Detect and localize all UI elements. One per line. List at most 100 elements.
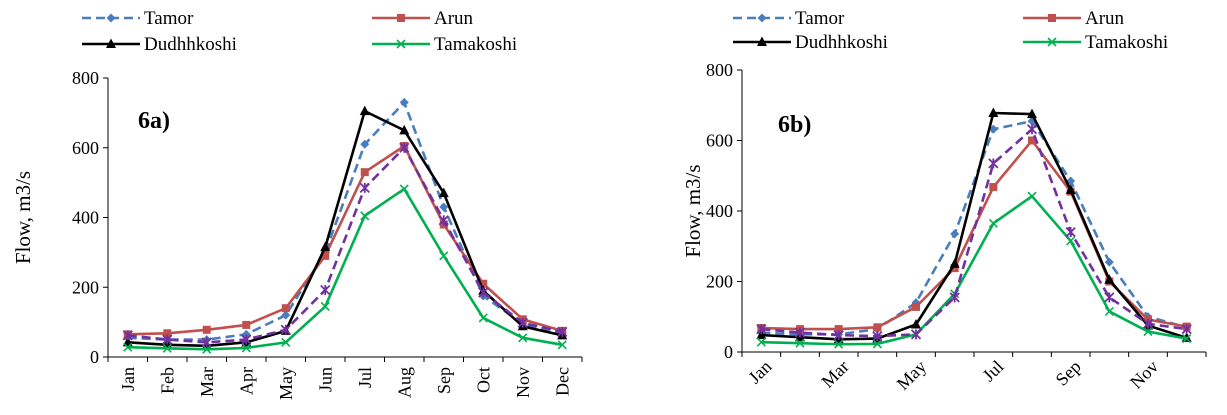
data-point [201,337,212,348]
legend: Tamor Arun Dudhhkoshi Tamakoshi [733,8,1168,53]
data-point [320,241,331,252]
legend-marker [757,13,767,23]
series-line [761,194,1187,346]
data-point [1142,318,1154,329]
data-point [320,301,330,311]
legend: Tamor Arun Dudhhkoshi Tamakoshi [82,8,517,55]
y-tick-label: 400 [706,201,733,221]
data-point [321,251,330,260]
data-point [399,142,410,153]
data-point [241,334,252,345]
x-tick-label: Nov [513,367,533,398]
legend-marker [757,36,767,46]
x-tick-label: Jan [744,356,775,387]
legend-marker [106,38,116,48]
x-tick-label: May [276,367,296,400]
data-point [359,105,370,116]
series-tamakoshi [756,191,1192,349]
series-dudhhkoshi [122,105,568,350]
data-point [756,329,767,340]
data-point [1104,306,1114,317]
legend-marker [106,13,116,23]
x-tick-label: Sep [1052,356,1085,389]
data-point [122,330,133,341]
data-point [162,334,173,345]
legend-item-dudhhkoshi: Dudhhkoshi [82,34,237,55]
series-line [127,144,563,336]
series-tamakoshi [123,184,567,354]
data-point [518,333,528,343]
data-point [1143,326,1153,337]
series-line [127,109,563,348]
panel-label: 6a) [138,108,170,134]
data-point [949,292,960,303]
x-tick-label: Jan [118,367,138,391]
data-point [1065,184,1076,194]
data-point [360,139,370,149]
data-point [950,264,959,273]
data-point [439,251,449,261]
data-point [517,317,528,328]
data-point [1066,236,1076,246]
data-point [241,343,251,353]
data-point [950,229,960,239]
data-point [202,344,212,354]
x-tick-label: Nov [1126,356,1162,392]
data-point [1026,124,1038,135]
data-point [399,184,409,194]
data-point [911,319,921,329]
data-point [912,302,920,311]
data-point [834,339,844,349]
x-tick-label: Jul [355,367,375,388]
series-line [761,127,1187,338]
legend-marker [1047,37,1057,47]
data-point [162,343,172,353]
data-point [281,310,291,320]
legend-item-tamakoshi: Tamakoshi [1023,32,1168,53]
data-point [1181,332,1192,342]
data-point [833,329,844,341]
data-point [360,168,369,177]
legend-item-tamakoshi: Tamakoshi [372,34,517,55]
data-point [242,320,251,329]
data-point [795,338,805,348]
x-tick-label: May [893,356,930,393]
legend-label: Tamor [795,8,845,29]
data-point [989,183,998,192]
data-point [399,97,409,107]
data-point [281,304,290,313]
legend-item-dudhhkoshi: Dudhhkoshi [733,32,888,53]
data-point [756,323,767,335]
data-point [439,202,449,212]
series-line [127,187,563,351]
legend-label: Dudhhkoshi [795,32,888,53]
x-tick-label: Feb [157,367,177,394]
x-tick-label: Apr [236,367,256,395]
y-tick-label: 800 [706,60,733,80]
data-point [359,182,370,193]
y-tick-label: 0 [90,347,99,367]
data-point [281,337,291,347]
y-tick-label: 800 [72,68,99,88]
data-point [834,325,843,334]
series-line [127,101,563,341]
data-point [320,284,331,296]
legend-item-tamor: Tamor [733,8,845,29]
x-tick-label: Sep [434,367,454,394]
legend-label: Arun [1085,8,1125,29]
data-point [360,211,370,221]
data-point [1182,334,1192,344]
data-point [910,329,922,340]
x-tick-label: Oct [473,367,493,393]
data-point [988,107,999,118]
x-tick-label: Jul [978,356,1007,385]
series-line [127,146,563,344]
data-point [478,313,488,323]
data-point [1028,136,1036,145]
data-point [123,342,133,352]
y-tick-label: 200 [706,272,733,292]
legend-label: Tamakoshi [1085,32,1168,53]
legend-label: Tamakoshi [434,34,517,55]
data-point [1104,274,1115,284]
series-unlabeled [122,142,568,348]
